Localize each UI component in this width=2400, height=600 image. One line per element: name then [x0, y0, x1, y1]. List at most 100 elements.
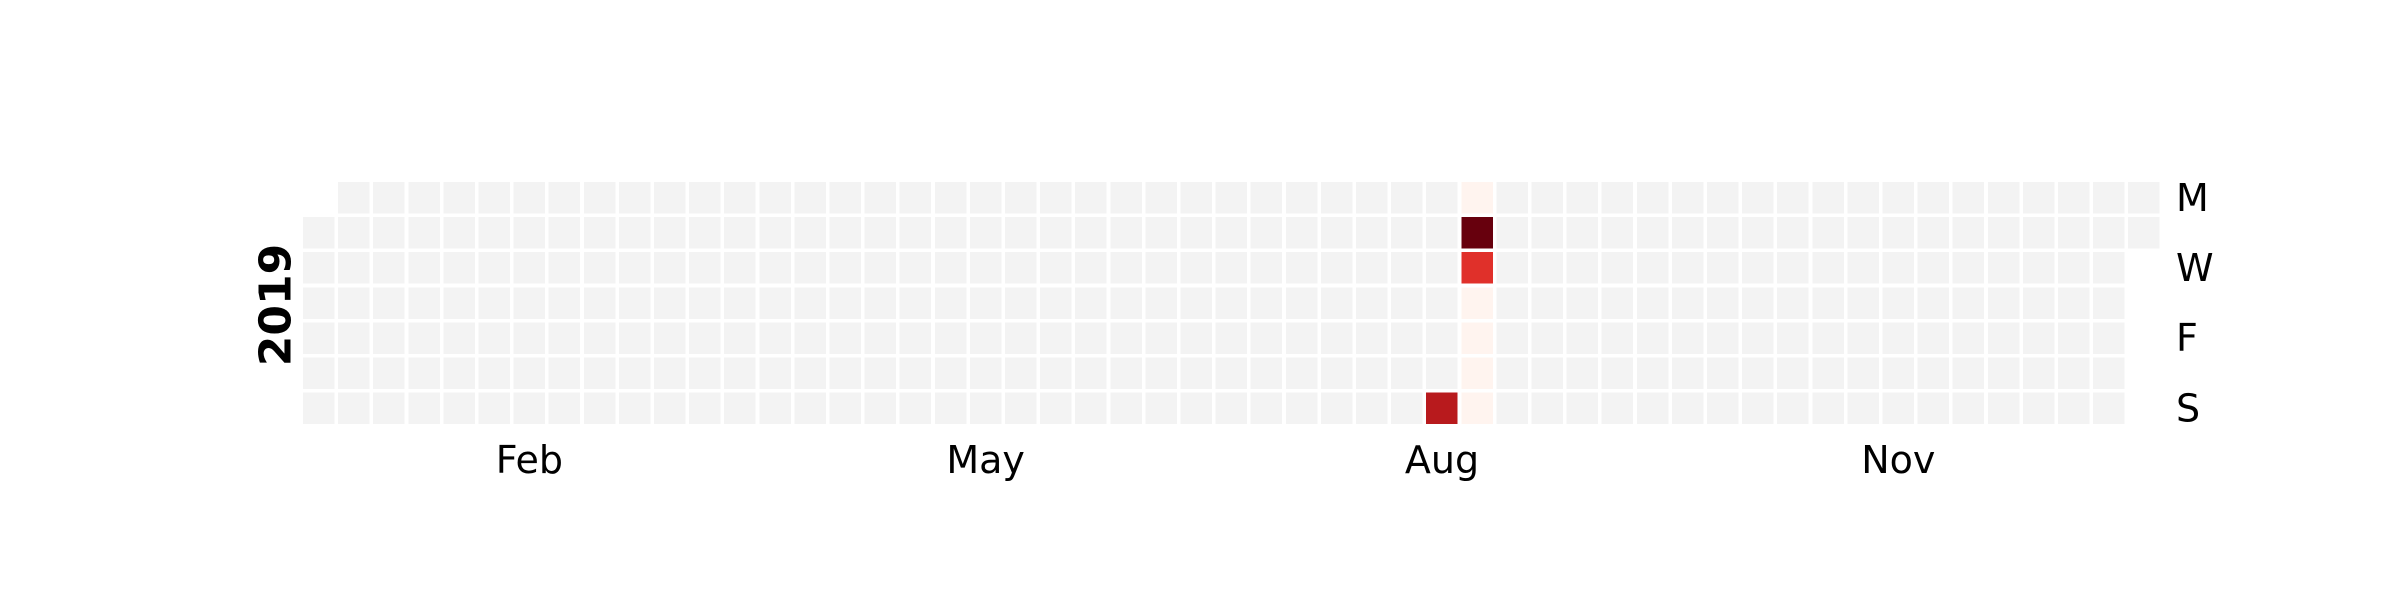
heatmap-cell-2019-02-26 [583, 217, 616, 249]
heatmap-cell-2019-10-30 [1812, 252, 1844, 284]
heatmap-cell-2019-03-30 [724, 357, 756, 389]
heatmap-cell-2019-10-24 [1777, 287, 1809, 319]
heatmap-cell-2019-10-08 [1707, 217, 1739, 249]
heatmap-cell-2019-03-24 [689, 392, 721, 425]
heatmap-cell-2019-07-15 [1285, 182, 1318, 214]
heatmap-cell-2019-04-02 [759, 217, 791, 249]
heatmap-cell-2019-12-01 [1952, 392, 1985, 425]
heatmap-cell-2019-01-09 [338, 252, 370, 284]
heatmap-cell-2019-01-10 [338, 287, 370, 319]
heatmap-cell-2019-10-06 [1671, 392, 1704, 425]
heatmap-cell-2019-08-03 [1356, 357, 1388, 389]
heatmap-cell-2019-07-27 [1320, 357, 1353, 389]
heatmap-cell-2019-02-14 [513, 287, 546, 319]
heatmap-cell-2019-06-01 [1040, 357, 1072, 389]
heatmap-cell-2019-01-23 [408, 252, 440, 284]
heatmap-cell-2019-02-02 [443, 357, 475, 389]
heatmap-cell-2019-09-24 [1636, 217, 1669, 249]
heatmap-cell-2019-03-21 [689, 287, 721, 319]
heatmap-cell-2019-03-12 [654, 217, 686, 249]
heatmap-cell-2019-08-31 [1496, 357, 1528, 389]
heatmap-cell-2019-09-17 [1601, 217, 1634, 249]
heatmap-cell-2019-12-12 [2022, 287, 2055, 319]
heatmap-cell-2019-12-17 [2058, 217, 2090, 249]
heatmap-cell-2019-12-06 [1987, 322, 2020, 354]
heatmap-cell-2019-08-18 [1426, 392, 1458, 425]
heatmap-cell-2019-06-29 [1180, 357, 1212, 389]
heatmap-cell-2019-08-20 [1461, 217, 1493, 249]
heatmap-cell-2019-08-15 [1426, 287, 1458, 319]
heatmap-cell-2019-12-03 [1987, 217, 2020, 249]
heatmap-cell-2019-06-03 [1075, 182, 1107, 214]
heatmap-cell-2019-03-08 [618, 322, 651, 354]
heatmap-cell-2019-02-27 [583, 252, 616, 284]
heatmap-cell-2019-01-05 [303, 357, 335, 389]
heatmap-cell-2019-09-18 [1601, 252, 1634, 284]
heatmap-cell-2019-03-13 [654, 252, 686, 284]
heatmap-cell-2019-10-11 [1707, 322, 1739, 354]
heatmap-cell-2019-11-12 [1882, 217, 1914, 249]
heatmap-cell-2019-12-30 [2128, 182, 2160, 214]
heatmap-cell-2019-08-24 [1461, 357, 1493, 389]
heatmap-cell-2019-09-07 [1531, 357, 1563, 389]
heatmap-cell-2019-08-16 [1426, 322, 1458, 354]
heatmap-cell-2019-09-20 [1601, 322, 1634, 354]
heatmap-cell-2019-09-13 [1566, 322, 1599, 354]
heatmap-cell-2019-11-17 [1882, 392, 1914, 425]
heatmap-cell-2019-07-09 [1250, 217, 1283, 249]
heatmap-cell-2019-05-08 [934, 252, 967, 284]
heatmap-cell-2019-07-19 [1285, 322, 1318, 354]
heatmap-cell-2019-01-15 [373, 217, 405, 249]
day-label-m: M [2176, 176, 2209, 220]
month-labels: Feb May Aug Nov [496, 438, 1936, 482]
heatmap-cell-2019-07-22 [1320, 182, 1353, 214]
heatmap-cell-2019-06-30 [1180, 392, 1212, 425]
heatmap-cell-2019-01-14 [373, 182, 405, 214]
heatmap-cell-2019-10-17 [1742, 287, 1774, 319]
heatmap-cell-2019-01-08 [338, 217, 370, 249]
heatmap-cell-2019-11-04 [1847, 182, 1879, 214]
heatmap-cell-2019-01-06 [303, 392, 335, 425]
heatmap-cell-2019-10-02 [1671, 252, 1704, 284]
heatmap-cell-2019-07-16 [1285, 217, 1318, 249]
heatmap-cell-2019-05-27 [1040, 182, 1072, 214]
heatmap-cell-2019-06-02 [1040, 392, 1072, 425]
heatmap-cell-2019-06-27 [1180, 287, 1212, 319]
heatmap-cell-2019-01-28 [443, 182, 475, 214]
heatmap-cell-2019-02-21 [548, 287, 581, 319]
heatmap-cell-2019-11-09 [1847, 357, 1879, 389]
heatmap-cell-2019-10-19 [1742, 357, 1774, 389]
heatmap-cell-2019-08-06 [1391, 217, 1423, 249]
heatmap-cell-2019-02-12 [513, 217, 546, 249]
month-label-feb: Feb [496, 438, 563, 482]
heatmap-cell-2019-05-06 [934, 182, 967, 214]
heatmap-cell-2019-12-07 [1987, 357, 2020, 389]
heatmap-cell-2019-08-27 [1496, 217, 1528, 249]
heatmap-cell-2019-02-20 [548, 252, 581, 284]
heatmap-cell-2019-01-30 [443, 252, 475, 284]
heatmap-cell-2019-04-21 [829, 392, 861, 425]
heatmap-cell-2019-09-09 [1566, 182, 1599, 214]
heatmap-cell-2019-10-20 [1742, 392, 1774, 425]
month-label-nov: Nov [1861, 438, 1935, 482]
heatmap-cell-2019-04-08 [794, 182, 826, 214]
heatmap-cell-2019-03-02 [583, 357, 616, 389]
heatmap-cell-2019-11-03 [1812, 392, 1844, 425]
heatmap-cell-2019-01-20 [373, 392, 405, 425]
heatmap-cell-2019-07-28 [1320, 392, 1353, 425]
heatmap-cell-2019-06-09 [1075, 392, 1107, 425]
heatmap-cell-2019-09-02 [1531, 182, 1563, 214]
heatmap-cell-2019-09-26 [1636, 287, 1669, 319]
heatmap-cell-2019-11-01 [1812, 322, 1844, 354]
heatmap-cell-2019-04-06 [759, 357, 791, 389]
heatmap-cell-2019-11-19 [1917, 217, 1950, 249]
heatmap-cell-2019-07-20 [1285, 357, 1318, 389]
heatmap-cell-2019-05-02 [899, 287, 932, 319]
heatmap-cell-2019-11-29 [1952, 322, 1985, 354]
heatmap-cell-2019-12-05 [1987, 287, 2020, 319]
heatmap-cell-2019-04-14 [794, 392, 826, 425]
heatmap-cell-2019-07-23 [1320, 217, 1353, 249]
heatmap-cell-2019-02-10 [478, 392, 510, 425]
heatmap-cell-2019-10-28 [1812, 182, 1844, 214]
heatmap-cell-2019-09-30 [1671, 182, 1704, 214]
